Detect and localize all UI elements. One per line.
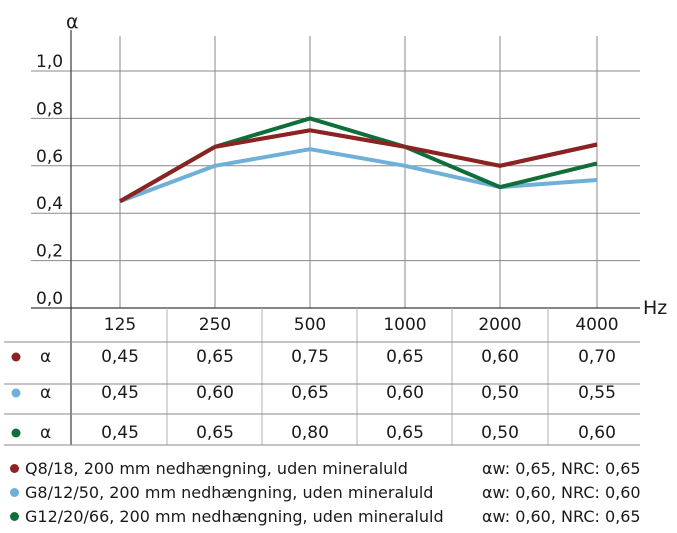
legend-entry: Q8/18, 200 mm nedhængning, uden mineralu… [4,457,641,479]
x-axis-unit: Hz [643,297,667,319]
y-axis-label: α [66,11,79,33]
table-cell: 0,60 [481,347,519,367]
table-row-label: α [40,347,51,367]
table-cell: 0,60 [196,383,234,403]
legend-label: G8/12/50, 200 mm nedhængning, uden miner… [25,482,434,502]
table-cell: 0,65 [291,383,329,403]
series-line [119,147,598,204]
x-tick-label: 2000 [478,315,521,335]
table-row-label: α [40,423,51,443]
legend-rating: αw: 0,60, NRC: 0,65 [482,506,641,526]
legend-label: G12/20/66, 200 mm nedhængning, uden mine… [25,506,444,526]
table-cell: 0,65 [196,423,234,443]
table-cell: 0,60 [578,423,616,443]
legend-rating: αw: 0,65, NRC: 0,65 [482,458,641,478]
legend-entry: G8/12/50, 200 mm nedhængning, uden miner… [4,481,641,503]
legend-entry: G12/20/66, 200 mm nedhængning, uden mine… [4,505,641,527]
table-cell: 0,45 [101,347,139,367]
table-row-marker [11,428,21,438]
table-row-marker [11,388,21,398]
legend-marker [10,511,19,521]
y-tick-label: 0,8 [36,99,63,119]
x-tick-label: 250 [199,315,231,335]
y-tick-label: 1,0 [36,52,63,72]
y-tick-label: 0,2 [36,242,63,262]
table-cell: 0,45 [101,383,139,403]
table-row-marker [11,352,21,362]
table-cell: 0,65 [196,347,234,367]
table-cell: 0,55 [578,383,616,403]
table-cell: 0,65 [386,423,424,443]
table-cell: 0,50 [481,383,519,403]
y-tick-label: 0,6 [36,147,63,167]
x-tick-label: 1000 [383,315,426,335]
table-cell: 0,45 [101,423,139,443]
legend-marker [10,487,19,497]
table-cell: 0,75 [291,347,329,367]
y-tick-label: 0,0 [36,289,63,309]
table-row-label: α [40,383,51,403]
legend-label: Q8/18, 200 mm nedhængning, uden mineralu… [25,458,408,478]
table-cell: 0,50 [481,423,519,443]
table-cell: 0,60 [386,383,424,403]
legend-marker [10,463,19,473]
y-tick-label: 0,4 [36,194,63,214]
table-cell: 0,80 [291,423,329,443]
series-line-overlay [119,128,598,204]
table-cell: 0,65 [386,347,424,367]
table-cell: 0,70 [578,347,616,367]
x-tick-label: 125 [104,315,136,335]
legend-rating: αw: 0,60, NRC: 0,60 [482,482,641,502]
x-tick-label: 4000 [575,315,618,335]
x-tick-label: 500 [294,315,326,335]
